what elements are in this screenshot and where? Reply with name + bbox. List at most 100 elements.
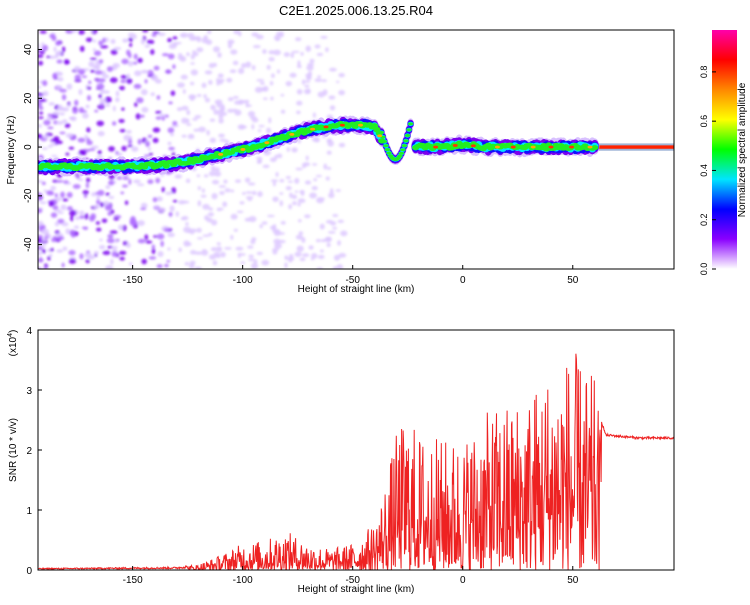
noise-dot (79, 215, 85, 219)
noise-dot (337, 219, 345, 224)
noise-dot (312, 163, 318, 166)
noise-dot (288, 253, 294, 259)
noise-dot (167, 141, 172, 146)
noise-dot (48, 102, 56, 106)
noise-dot (79, 45, 85, 52)
noise-dot (308, 245, 314, 250)
noise-dot (156, 264, 163, 269)
noise-dot (110, 49, 118, 55)
noise-dot (219, 251, 226, 258)
noise-dot (329, 105, 336, 111)
noise-dot (93, 50, 102, 56)
noise-dot (156, 95, 161, 100)
spectrogram-y-tick-label: 0 (23, 144, 34, 150)
noise-dot (121, 145, 127, 152)
snr-y-axis-label: SNR (10 * v/v) (8, 418, 19, 482)
noise-dot (258, 124, 265, 128)
noise-dot (47, 192, 55, 196)
noise-dot (168, 101, 173, 105)
noise-dot (213, 109, 219, 115)
noise-dot (230, 189, 235, 193)
noise-dot (317, 254, 325, 260)
hot-spot (530, 145, 536, 149)
noise-dot (57, 77, 64, 82)
noise-dot (164, 69, 172, 74)
noise-dot (208, 79, 213, 85)
noise-dot (230, 49, 238, 55)
noise-dot (255, 34, 264, 40)
noise-dot (128, 178, 132, 185)
noise-dot (58, 72, 64, 76)
ridge-blob (403, 139, 409, 143)
noise-dot (277, 153, 283, 159)
noise-dot (88, 61, 95, 68)
noise-dot (46, 116, 53, 120)
noise-dot (39, 201, 47, 205)
noise-dot (119, 250, 127, 255)
noise-dot (86, 137, 90, 143)
noise-dot (53, 46, 57, 52)
noise-dot (218, 185, 227, 188)
steady-band-core (594, 145, 674, 149)
noise-dot (332, 213, 339, 218)
noise-dot (141, 106, 149, 113)
noise-dot (327, 140, 334, 147)
noise-dot (164, 263, 169, 268)
noise-dot (131, 146, 139, 152)
noise-dot (338, 89, 346, 96)
noise-dot (151, 244, 156, 250)
noise-dot (38, 197, 43, 201)
ridge-blob (373, 126, 381, 133)
noise-dot (234, 179, 242, 183)
noise-dot (170, 90, 176, 96)
noise-dot (165, 114, 169, 118)
noise-dot (38, 124, 43, 128)
noise-dot (145, 240, 153, 244)
noise-dot (257, 157, 263, 164)
noise-dot (99, 202, 105, 208)
noise-dot (203, 174, 209, 178)
noise-dot (196, 237, 203, 240)
noise-dot (108, 195, 115, 199)
noise-dot (133, 179, 141, 184)
hot-spot (494, 145, 500, 149)
noise-dot (74, 99, 79, 106)
noise-dot (137, 220, 145, 226)
noise-dot (70, 116, 77, 122)
noise-dot (216, 254, 221, 259)
noise-dot (168, 146, 175, 151)
noise-dot (98, 59, 104, 64)
noise-dot (262, 164, 270, 169)
noise-dot (273, 224, 277, 227)
noise-dot (296, 89, 303, 95)
noise-dot (115, 150, 119, 155)
noise-dot (216, 103, 225, 109)
noise-dot (38, 251, 42, 256)
noise-dot (128, 262, 133, 266)
noise-dot (103, 90, 110, 94)
noise-dot (230, 234, 234, 240)
noise-dot (174, 174, 183, 179)
noise-dot (96, 155, 104, 159)
noise-dot (202, 203, 210, 210)
noise-dot (119, 85, 125, 91)
noise-dot (285, 175, 292, 180)
noise-dot (114, 238, 118, 244)
spectrogram-x-tick-label: 0 (460, 275, 466, 286)
noise-dot (289, 192, 293, 199)
noise-dot (96, 83, 105, 90)
noise-dot (196, 36, 202, 43)
noise-dot (105, 192, 110, 196)
noise-dot (137, 238, 146, 244)
noise-dot (296, 100, 303, 106)
noise-dot (291, 194, 298, 200)
hot-spot (218, 152, 224, 156)
noise-dot (263, 97, 268, 100)
ridge-blob (162, 162, 170, 169)
noise-dot (209, 118, 216, 122)
noise-dot (267, 214, 275, 218)
noise-dot (218, 114, 224, 119)
spectral-ridge (38, 115, 600, 177)
noise-dot (213, 167, 220, 172)
noise-dot (208, 254, 217, 260)
